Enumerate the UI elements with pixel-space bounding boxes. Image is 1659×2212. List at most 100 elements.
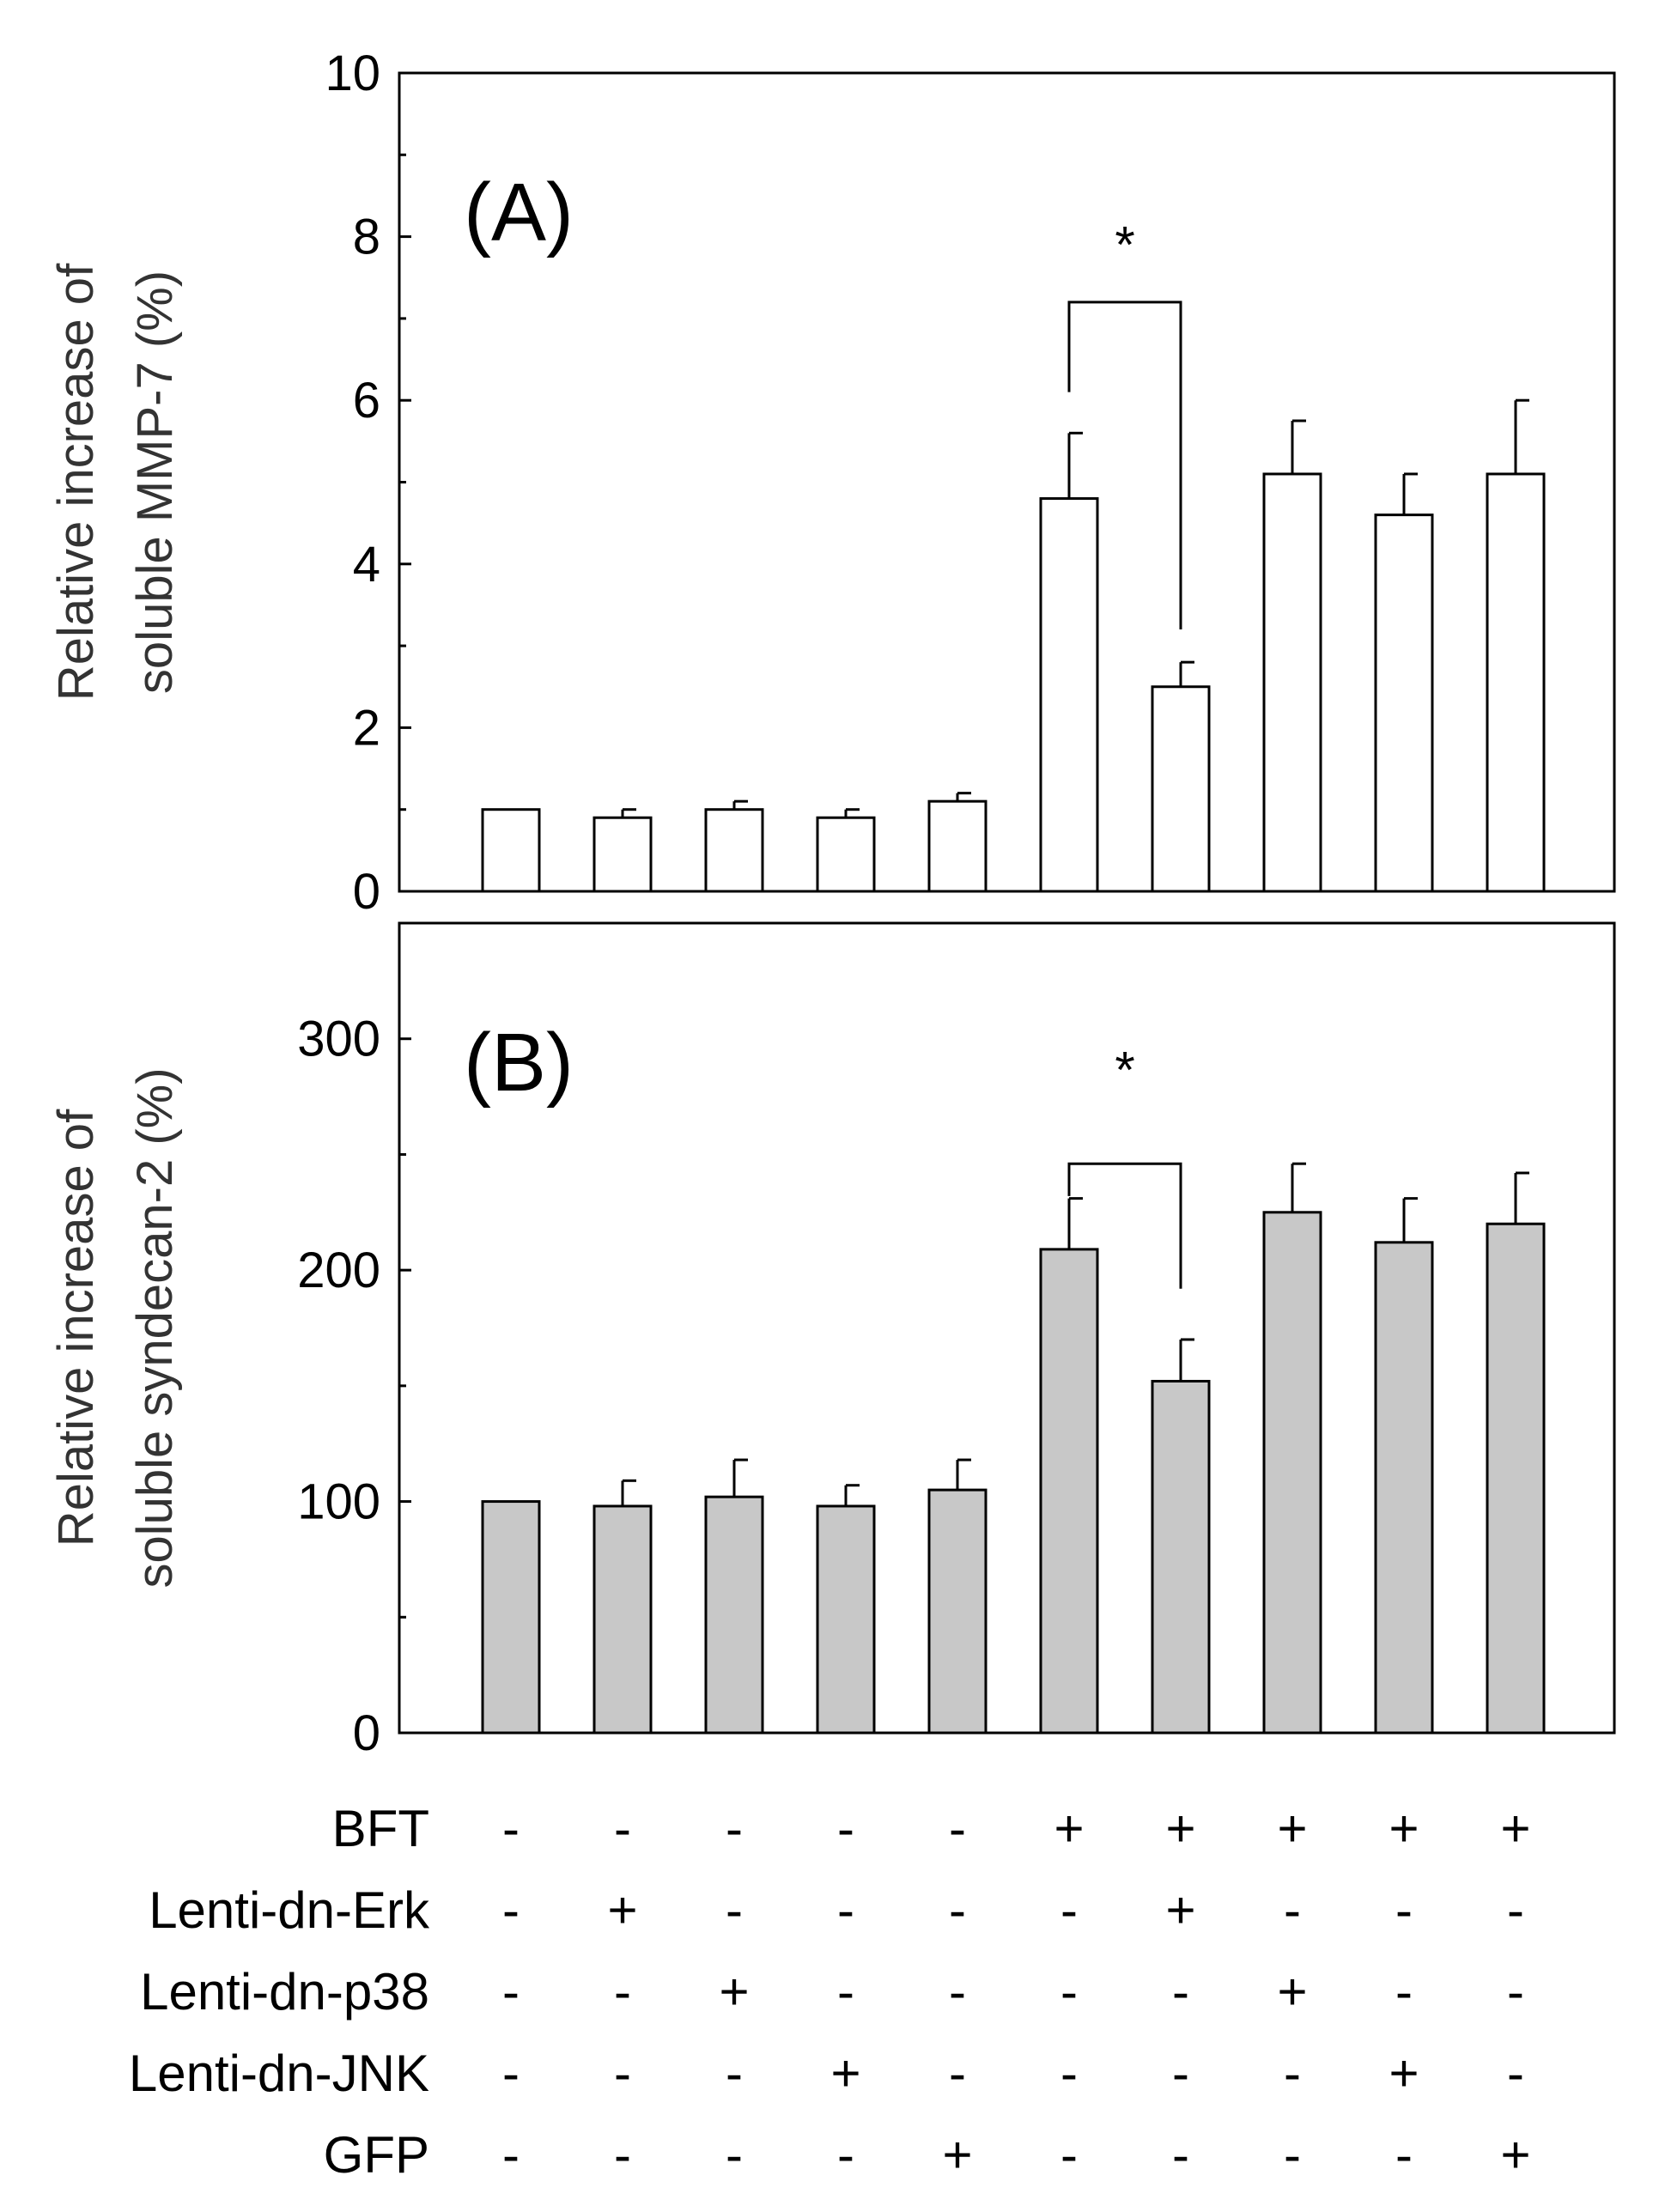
panel-b-bar <box>1374 1241 1434 1735</box>
treatment-row-label: GFP <box>324 2126 429 2184</box>
treatment-sign: - <box>1284 2045 1301 2102</box>
treatment-sign: + <box>1165 1881 1195 1939</box>
treatment-sign: - <box>1507 2045 1524 2102</box>
treatment-sign: + <box>1277 1800 1307 1857</box>
panel-a-bar <box>704 808 764 893</box>
treatment-sign: + <box>1277 1963 1307 2021</box>
panel-b-bar <box>1151 1379 1211 1735</box>
treatment-sign: - <box>502 2045 520 2102</box>
treatment-sign: + <box>607 1881 637 1939</box>
panel-a-bar <box>1486 472 1546 893</box>
treatment-row-label: Lenti-dn-Erk <box>149 1881 430 1939</box>
treatment-sign: - <box>726 2126 743 2184</box>
panel-b-bar <box>1262 1211 1322 1735</box>
panel-a-ytick-label: 8 <box>353 210 380 265</box>
panel-a-bar <box>481 808 541 893</box>
panel-a-ylabel-line1: Relative increase of <box>48 263 104 701</box>
panel-b-frame <box>398 921 1616 1735</box>
treatment-sign: - <box>1507 1881 1524 1939</box>
panel-a-ytick-label: 0 <box>353 864 380 920</box>
panel-a-ytick-label: 4 <box>353 537 380 592</box>
treatment-sign: - <box>614 1963 631 2021</box>
panel-b-bar <box>816 1504 876 1735</box>
treatment-sign: - <box>726 2045 743 2102</box>
panel-b-ytick-label: 200 <box>297 1243 380 1298</box>
treatment-sign: - <box>614 1800 631 1857</box>
treatment-sign: - <box>502 2126 520 2184</box>
treatment-sign: - <box>1172 2045 1189 2102</box>
treatment-row-label: BFT <box>332 1800 429 1857</box>
treatment-sign: - <box>726 1800 743 1857</box>
treatment-sign: - <box>1395 1881 1413 1939</box>
treatment-sign: - <box>837 1800 854 1857</box>
panel-b-significance-label: * <box>1115 1042 1134 1099</box>
panel-a-significance-label: * <box>1115 216 1134 274</box>
treatment-sign: - <box>949 1800 966 1857</box>
treatment-sign: - <box>949 1963 966 2021</box>
panel-b-bar <box>481 1500 541 1735</box>
treatment-sign: - <box>949 1881 966 1939</box>
panel-b-ylabel-line1: Relative increase of <box>48 1109 104 1547</box>
panel-b-ytick-label: 100 <box>297 1474 380 1530</box>
panel-a-ytick-label: 6 <box>353 373 380 428</box>
treatment-sign: - <box>1172 2126 1189 2184</box>
treatment-sign: - <box>726 1881 743 1939</box>
treatment-sign: - <box>1507 1963 1524 2021</box>
treatment-sign: + <box>1389 1800 1419 1857</box>
panel-b-significance-bracket <box>1067 1162 1182 1289</box>
panel-b: 0 100 200 300 Relative increase of soluble sy… <box>48 921 1616 1761</box>
treatment-table: BFT - - - - - + + + + + Lenti-dn-Erk - + - - - - + - - - Lenti… <box>129 1800 1531 2184</box>
panel-b-bar <box>927 1488 988 1735</box>
treatment-row-label: Lenti-dn-p38 <box>140 1963 429 2021</box>
treatment-sign: - <box>1395 2126 1413 2184</box>
treatment-sign: - <box>502 1881 520 1939</box>
panel-b-ylabel-line2: soluble syndecan-2 (%) <box>127 1067 183 1588</box>
treatment-sign: - <box>1395 1963 1413 2021</box>
treatment-sign: + <box>830 2045 860 2102</box>
panel-b-label: (B) <box>464 1017 574 1109</box>
treatment-sign: - <box>502 1963 520 2021</box>
treatment-sign: - <box>1060 1963 1078 2021</box>
treatment-row-label: Lenti-dn-JNK <box>129 2045 429 2102</box>
treatment-sign: + <box>1054 1800 1084 1857</box>
treatment-sign: - <box>1060 2126 1078 2184</box>
treatment-sign: - <box>837 1963 854 2021</box>
treatment-sign: + <box>1500 2126 1530 2184</box>
panel-a-bar <box>1039 497 1099 893</box>
panel-a-ytick-label: 2 <box>353 700 380 756</box>
treatment-sign: - <box>1172 1963 1189 2021</box>
treatment-sign: - <box>1060 2045 1078 2102</box>
panel-a-label: (A) <box>464 167 574 258</box>
panel-a-ylabel-line2: soluble MMP-7 (%) <box>127 270 183 694</box>
panel-a-bar <box>592 816 653 893</box>
treatment-sign: - <box>949 2045 966 2102</box>
treatment-sign: + <box>942 2126 972 2184</box>
treatment-sign: - <box>1284 2126 1301 2184</box>
panel-b-bar <box>1486 1222 1546 1735</box>
treatment-sign: + <box>1500 1800 1530 1857</box>
treatment-sign: + <box>1165 1800 1195 1857</box>
treatment-sign: - <box>1284 1881 1301 1939</box>
panel-a-significance-bracket <box>1067 301 1182 630</box>
treatment-sign: + <box>719 1963 749 2021</box>
panel-a-bar <box>927 799 988 893</box>
treatment-sign: - <box>614 2126 631 2184</box>
panel-b-ytick-label: 0 <box>353 1705 380 1761</box>
treatment-sign: - <box>1060 1881 1078 1939</box>
panel-a-bar <box>1374 514 1434 893</box>
panel-a-bar <box>816 816 876 893</box>
panel-b-bar <box>592 1504 653 1735</box>
treatment-sign: - <box>614 2045 631 2102</box>
treatment-sign: - <box>502 1800 520 1857</box>
treatment-sign: - <box>837 2126 854 2184</box>
panel-a-bar <box>1151 685 1211 893</box>
panel-a-bar <box>1262 472 1322 893</box>
panel-b-bar <box>704 1495 764 1735</box>
treatment-sign: + <box>1389 2045 1419 2102</box>
panel-b-bar <box>1039 1248 1099 1735</box>
panel-a: 0 2 4 6 8 10 Relative increase of soluble MMP-7… <box>48 46 1616 920</box>
treatment-sign: - <box>837 1881 854 1939</box>
panel-a-ytick-label: 10 <box>325 46 380 101</box>
